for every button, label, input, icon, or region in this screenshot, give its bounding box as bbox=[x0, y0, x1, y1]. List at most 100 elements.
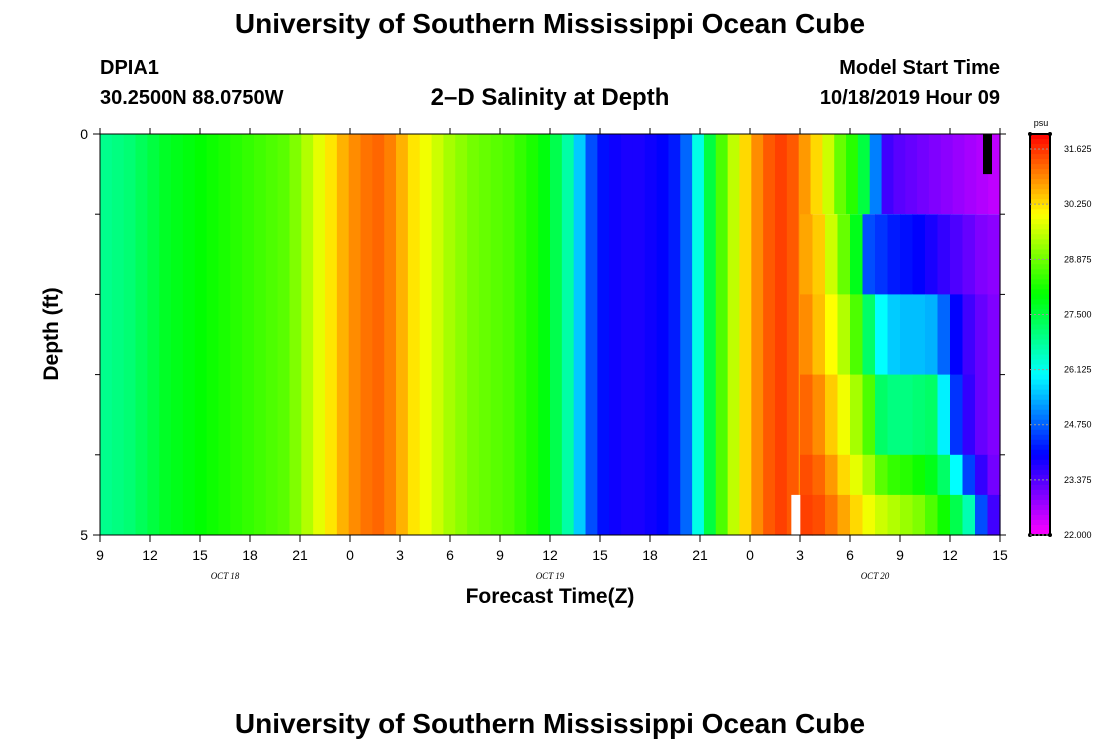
colorbar-tick-label: 30.250 bbox=[1064, 199, 1092, 209]
colorbar-segment bbox=[1030, 319, 1050, 326]
colorbar-segment bbox=[1030, 154, 1050, 160]
heatmap-cell bbox=[680, 134, 693, 535]
colorbar-segment bbox=[1030, 304, 1050, 311]
heatmap-cell bbox=[887, 494, 901, 536]
heatmap-cell bbox=[692, 134, 705, 535]
heatmap-cell bbox=[825, 454, 839, 496]
heatmap-cell bbox=[194, 134, 208, 535]
colorbar-segment bbox=[1030, 364, 1050, 371]
heatmap-cell bbox=[925, 454, 939, 496]
heatmap-cells bbox=[100, 134, 1001, 536]
heatmap-cell bbox=[937, 454, 951, 496]
heatmap-cell bbox=[834, 134, 847, 215]
heatmap-cell bbox=[962, 374, 976, 456]
heatmap-cell bbox=[850, 494, 864, 536]
colorbar-segment bbox=[1030, 349, 1050, 356]
heatmap-cell bbox=[837, 214, 851, 295]
colorbar-segment bbox=[1030, 529, 1050, 536]
heatmap-cell bbox=[950, 454, 964, 496]
heatmap-cell bbox=[987, 374, 1001, 456]
heatmap-cell bbox=[419, 134, 433, 535]
heatmap-cell bbox=[218, 134, 231, 535]
heatmap-cell bbox=[265, 134, 279, 535]
colorbar-unit-label: psu bbox=[1034, 118, 1049, 128]
heatmap-cell bbox=[950, 214, 964, 295]
heatmap-cell bbox=[812, 494, 826, 536]
heatmap-cell bbox=[384, 134, 397, 535]
colorbar-segment bbox=[1030, 204, 1050, 210]
x-tick-label: 12 bbox=[142, 547, 158, 563]
colorbar-segment bbox=[1030, 249, 1050, 255]
heatmap-cell bbox=[621, 134, 634, 535]
heatmap-cell bbox=[975, 214, 989, 295]
colorbar-segment bbox=[1030, 374, 1050, 381]
heatmap-cell bbox=[975, 294, 989, 376]
heatmap-cell bbox=[937, 214, 951, 295]
heatmap-cell bbox=[825, 294, 839, 376]
station-id: DPIA1 bbox=[100, 57, 159, 79]
heatmap-cell bbox=[526, 134, 539, 535]
heatmap-cell bbox=[962, 214, 976, 295]
colorbar-segment bbox=[1030, 244, 1050, 250]
x-tick-label: 3 bbox=[396, 547, 404, 563]
heatmap-cell bbox=[900, 374, 914, 456]
colorbar-tick-label: 27.500 bbox=[1064, 309, 1092, 319]
heatmap-cell bbox=[668, 134, 681, 535]
footer-title: University of Southern Mississippi Ocean… bbox=[234, 708, 866, 739]
x-tick-label: 0 bbox=[346, 547, 354, 563]
heatmap-cell bbox=[925, 494, 939, 536]
colorbar-segment bbox=[1030, 139, 1050, 145]
heatmap-cell bbox=[928, 134, 942, 215]
heatmap-cell bbox=[609, 134, 622, 535]
heatmap-cell bbox=[850, 214, 864, 295]
heatmap-cell bbox=[644, 134, 658, 535]
colorbar-segment bbox=[1030, 474, 1050, 481]
colorbar-segment bbox=[1030, 184, 1050, 190]
heatmap-cell bbox=[905, 134, 918, 215]
missing-data-marker bbox=[791, 494, 801, 535]
colorbar-segment bbox=[1030, 419, 1050, 426]
x-tick-label: 12 bbox=[542, 547, 558, 563]
model-start-value: 10/18/2019 Hour 09 bbox=[819, 87, 1000, 109]
colorbar-segment bbox=[1030, 359, 1050, 366]
heatmap-cell bbox=[912, 214, 926, 295]
heatmap-cell bbox=[925, 294, 939, 376]
heatmap-cell bbox=[975, 494, 989, 536]
heatmap-cell bbox=[964, 134, 977, 215]
heatmap-cell bbox=[111, 134, 125, 535]
heatmap-cell bbox=[900, 294, 914, 376]
heatmap-cell bbox=[739, 134, 752, 535]
colorbar-segment bbox=[1030, 224, 1050, 230]
colorbar-segment bbox=[1030, 284, 1050, 290]
colorbar-segment bbox=[1030, 444, 1050, 451]
colorbar-segment bbox=[1030, 524, 1050, 531]
colorbar-tick-label: 24.750 bbox=[1064, 420, 1092, 430]
y-axis-label: Depth (ft) bbox=[40, 287, 63, 381]
heatmap-cell bbox=[455, 134, 468, 535]
colorbar-segment bbox=[1030, 449, 1050, 456]
colorbar-segment bbox=[1030, 334, 1050, 341]
heatmap-cell bbox=[850, 294, 864, 376]
colorbar-segment bbox=[1030, 469, 1050, 476]
colorbar-segment bbox=[1030, 424, 1050, 431]
heatmap-cell bbox=[301, 134, 314, 535]
colorbar-segment bbox=[1030, 394, 1050, 401]
heatmap-cell bbox=[313, 134, 326, 535]
colorbar-segment bbox=[1030, 264, 1050, 270]
date-label: OCT 19 bbox=[536, 571, 565, 581]
colorbar-segment bbox=[1030, 399, 1050, 406]
heatmap-cell bbox=[242, 134, 255, 535]
heatmap-cell bbox=[431, 134, 445, 535]
x-tick-label: 15 bbox=[192, 547, 208, 563]
colorbar-tick-label: 28.875 bbox=[1064, 254, 1092, 264]
colorbar-segment bbox=[1030, 269, 1050, 275]
heatmap-cell bbox=[277, 134, 291, 535]
heatmap-cell bbox=[597, 134, 610, 535]
colorbar-segment bbox=[1030, 274, 1050, 280]
colorbar-segment bbox=[1030, 494, 1050, 501]
colorbar-segment bbox=[1030, 299, 1050, 306]
heatmap-cell bbox=[846, 134, 859, 215]
heatmap-cell bbox=[538, 134, 551, 535]
heatmap-cell bbox=[763, 134, 776, 535]
